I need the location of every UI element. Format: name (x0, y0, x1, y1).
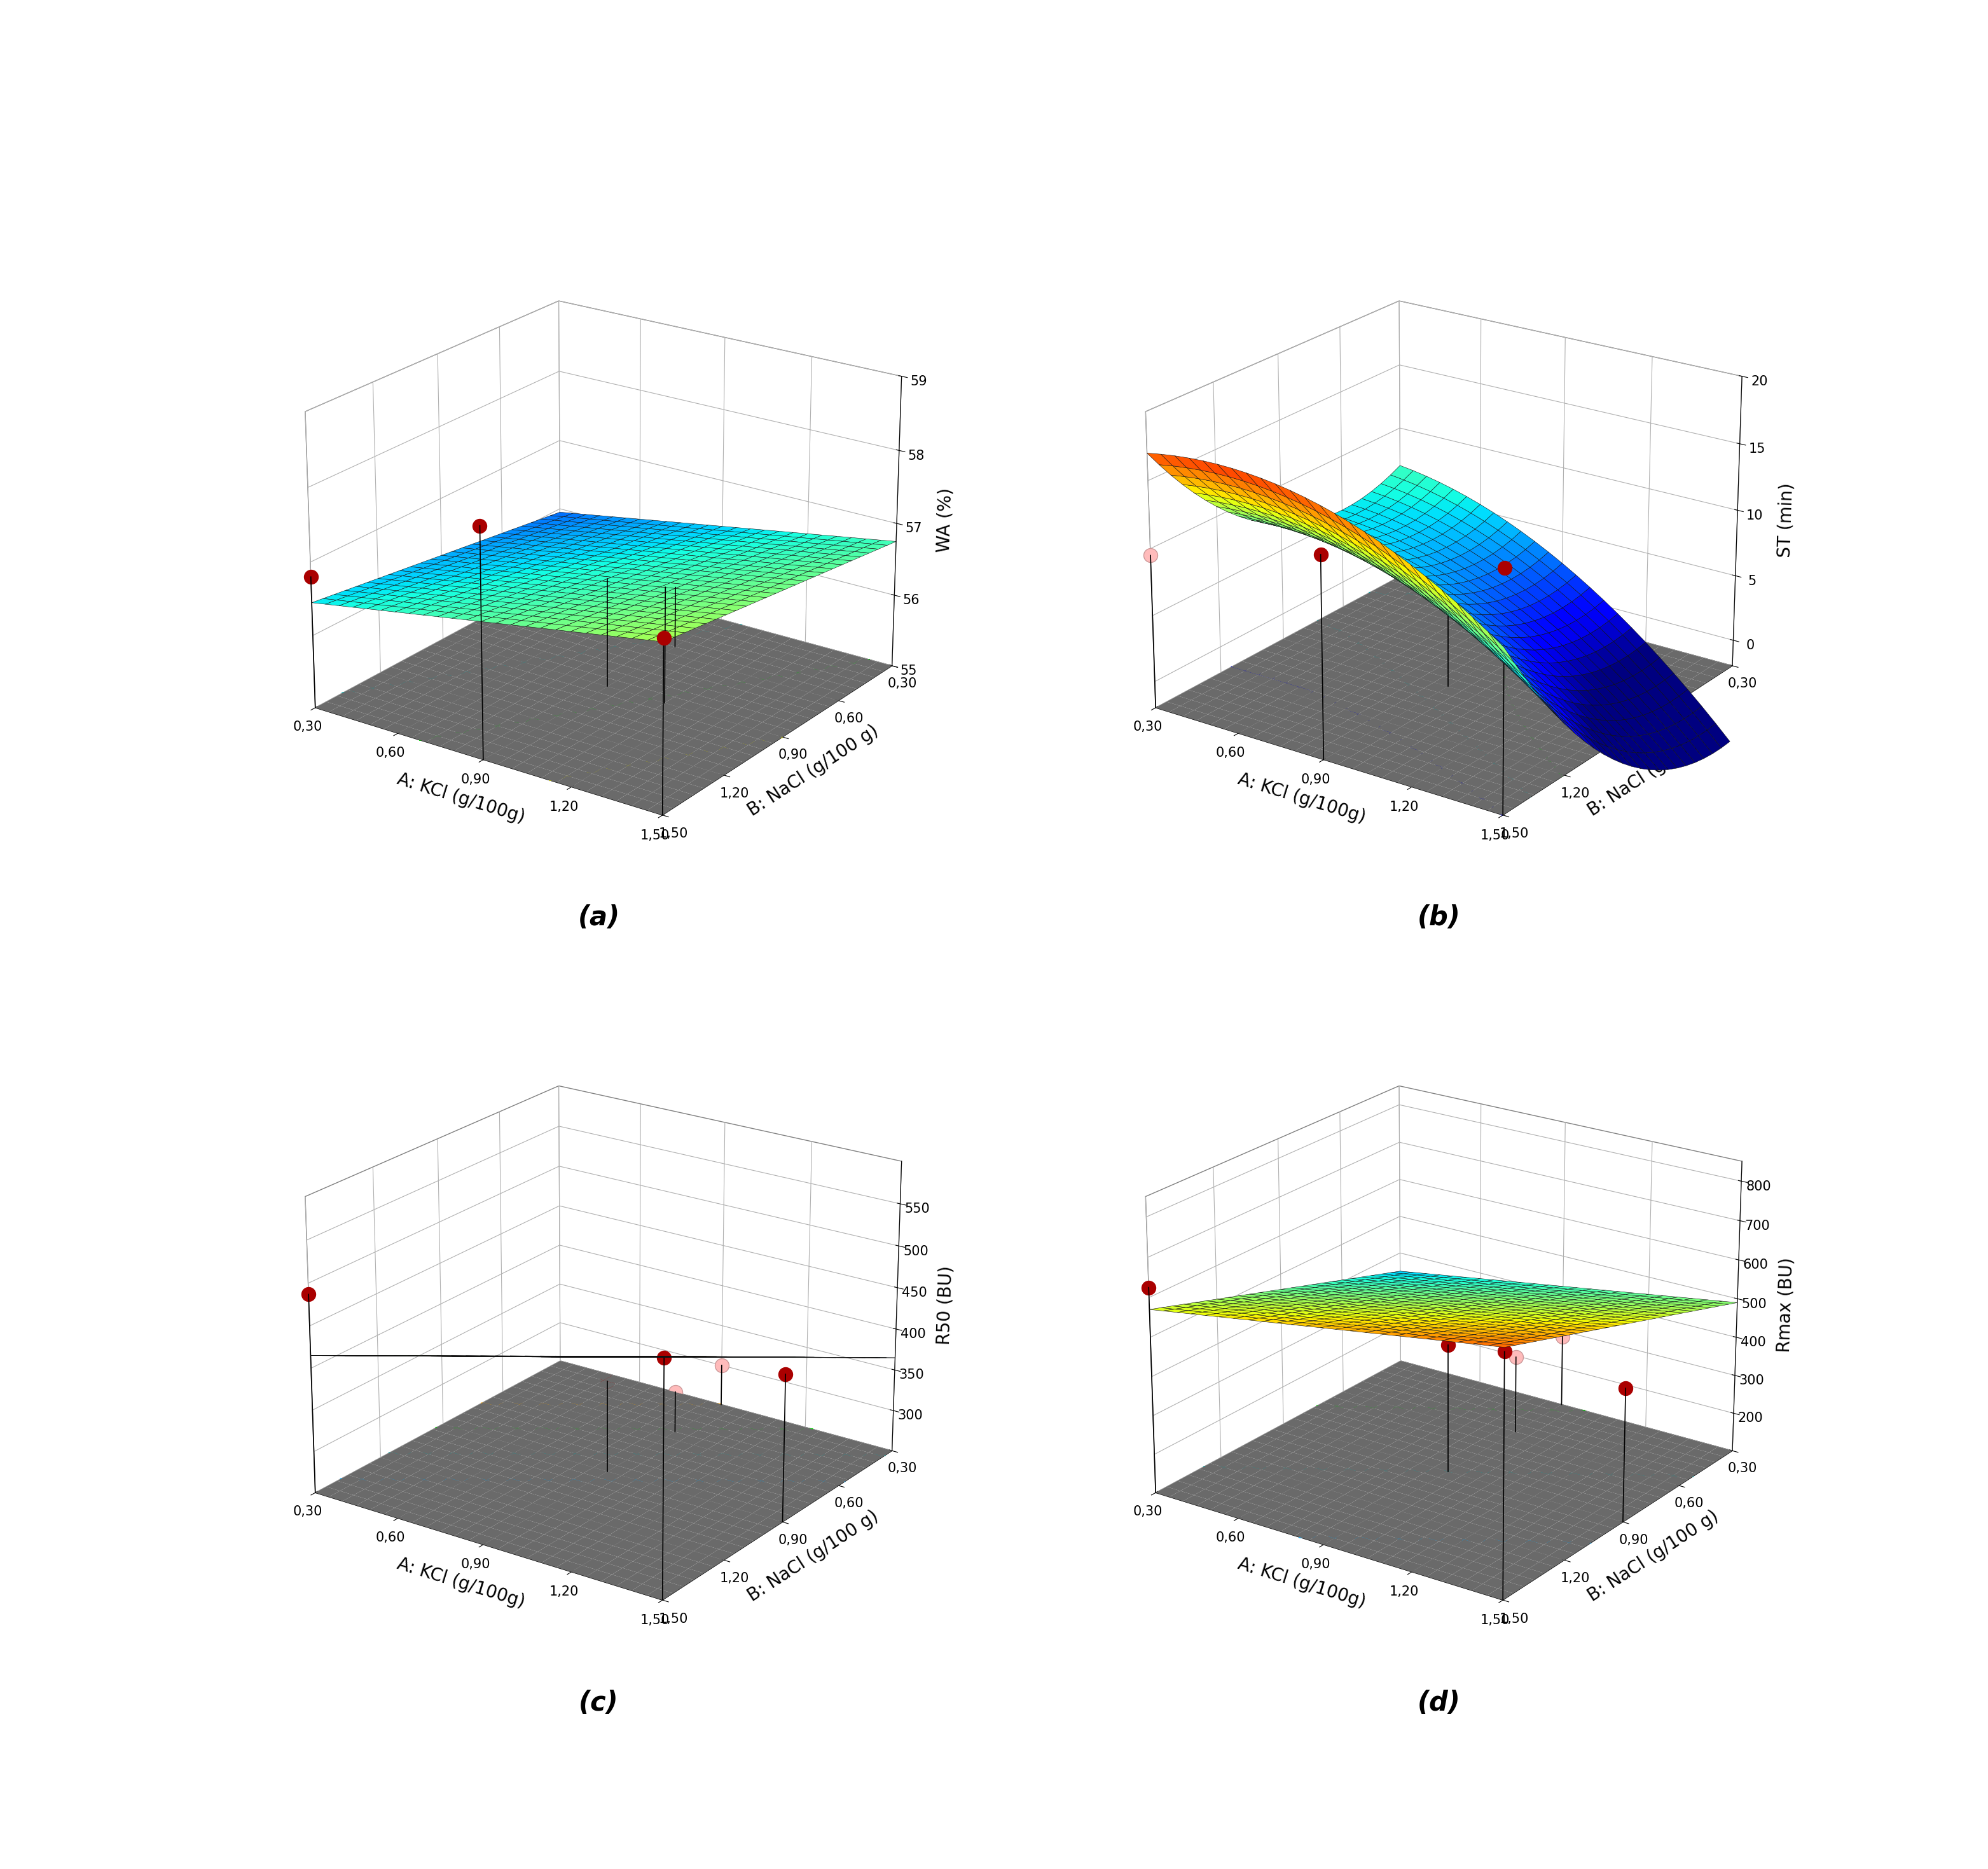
Y-axis label: B: NaCl (g/100 g): B: NaCl (g/100 g) (744, 721, 881, 820)
X-axis label: A: KCl (g/100g): A: KCl (g/100g) (396, 770, 527, 826)
Y-axis label: B: NaCl (g/100 g): B: NaCl (g/100 g) (1584, 721, 1722, 820)
Y-axis label: B: NaCl (g/100 g): B: NaCl (g/100 g) (1584, 1506, 1722, 1605)
X-axis label: A: KCl (g/100g): A: KCl (g/100g) (396, 1555, 527, 1611)
Text: (a): (a) (579, 905, 620, 931)
Y-axis label: B: NaCl (g/100 g): B: NaCl (g/100 g) (744, 1506, 881, 1605)
Text: (b): (b) (1417, 905, 1461, 931)
X-axis label: A: KCl (g/100g): A: KCl (g/100g) (1237, 770, 1368, 826)
Text: (c): (c) (579, 1690, 618, 1716)
Text: (d): (d) (1417, 1690, 1461, 1716)
X-axis label: A: KCl (g/100g): A: KCl (g/100g) (1237, 1555, 1368, 1611)
